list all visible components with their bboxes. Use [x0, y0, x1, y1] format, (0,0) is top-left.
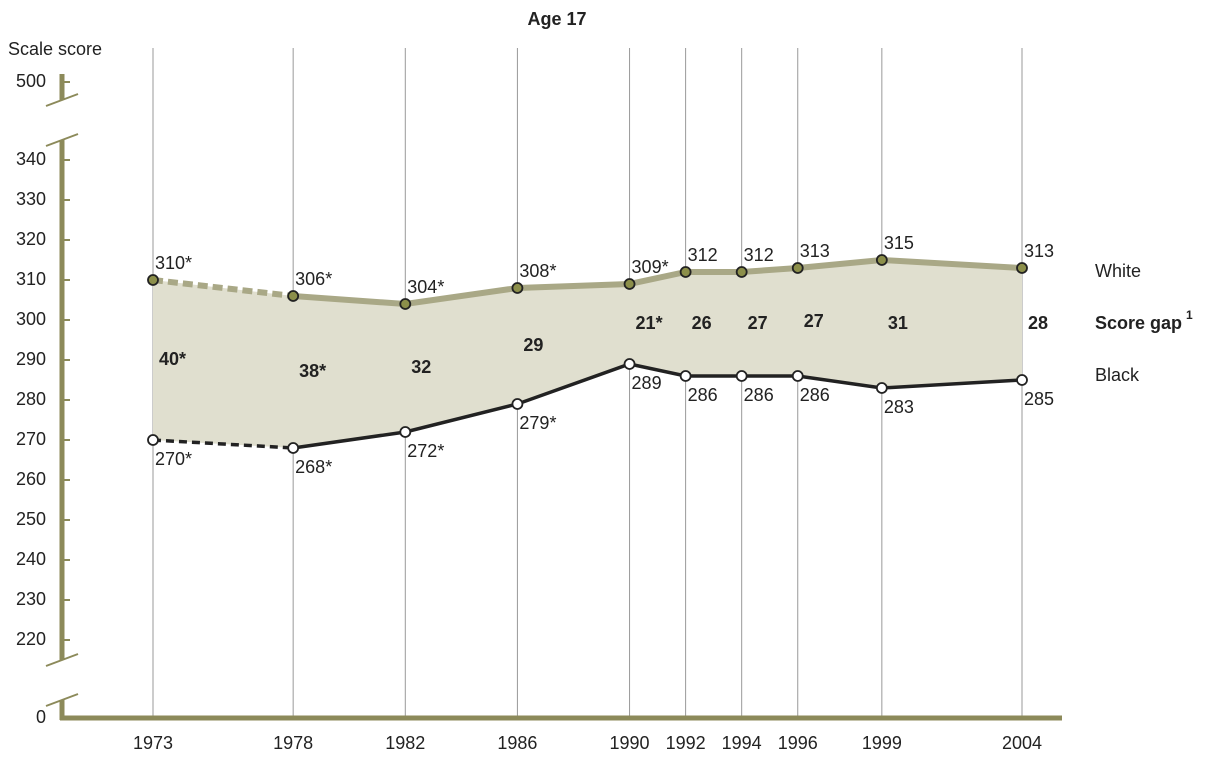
data-label: 272*: [407, 441, 444, 461]
gap-label: 27: [748, 313, 768, 333]
axis-break-mark: [45, 93, 79, 107]
gap-area: [153, 260, 1022, 448]
x-tick-label: 1978: [273, 733, 313, 753]
data-label: 312: [688, 245, 718, 265]
axis-break-mark: [45, 133, 79, 147]
legend-label: Score gap 1: [1095, 308, 1193, 333]
data-label: 286: [688, 385, 718, 405]
data-label: 283: [884, 397, 914, 417]
x-tick-label: 1999: [862, 733, 902, 753]
y-tick-label: 240: [16, 549, 46, 569]
data-label: 279*: [519, 413, 556, 433]
point: [735, 266, 748, 278]
point: [679, 370, 692, 382]
x-tick-label: 1994: [722, 733, 762, 753]
point: [791, 262, 804, 274]
y-axis-label: Scale score: [8, 39, 102, 59]
gap-label: 38*: [299, 361, 326, 381]
y-tick-label: 260: [16, 469, 46, 489]
x-tick-label: 1986: [497, 733, 537, 753]
data-label: 289: [632, 373, 662, 393]
y-tick-label: 500: [16, 71, 46, 91]
y-tick-label: 280: [16, 389, 46, 409]
series-line: [152, 277, 294, 299]
y-tick-label: 0: [36, 707, 46, 727]
data-label: 313: [800, 241, 830, 261]
x-tick-label: 1992: [666, 733, 706, 753]
point: [399, 426, 412, 438]
series-line: [152, 438, 294, 450]
data-label: 310*: [155, 253, 192, 273]
gap-label: 31: [888, 313, 908, 333]
point: [679, 266, 692, 278]
data-label: 286: [800, 385, 830, 405]
point: [1016, 262, 1028, 274]
legend-footnote: 1: [1186, 308, 1193, 322]
x-tick-label: 1996: [778, 733, 818, 753]
gap-label: 28: [1028, 313, 1048, 333]
data-label: 268*: [295, 457, 332, 477]
y-tick-label: 330: [16, 189, 46, 209]
x-tick-label: 1973: [133, 733, 173, 753]
point: [623, 358, 636, 370]
y-tick-label: 310: [16, 269, 46, 289]
legend-label: Black: [1095, 365, 1140, 385]
gap-label: 26: [692, 313, 712, 333]
axis-break-mark: [45, 693, 79, 707]
data-label: 309*: [632, 257, 669, 277]
data-label: 313: [1024, 241, 1054, 261]
point: [287, 442, 300, 454]
legend-label: White: [1095, 261, 1141, 281]
point: [511, 282, 524, 294]
chart-title: Age 17: [527, 9, 586, 29]
point: [791, 370, 804, 382]
point: [735, 370, 748, 382]
point: [287, 290, 300, 302]
gap-label: 40*: [159, 349, 186, 369]
data-label: 304*: [407, 277, 444, 297]
gap-label: 29: [523, 335, 543, 355]
axis-break: [56, 660, 68, 700]
y-tick-label: 320: [16, 229, 46, 249]
x-tick-label: 1982: [385, 733, 425, 753]
point: [1016, 374, 1028, 386]
data-label: 312: [744, 245, 774, 265]
y-tick-label: 230: [16, 589, 46, 609]
data-label: 308*: [519, 261, 556, 281]
x-tick-label: 2004: [1002, 733, 1042, 753]
point: [147, 274, 159, 286]
gap-label: 27: [804, 311, 824, 331]
y-tick-label: 290: [16, 349, 46, 369]
gap-label: 21*: [636, 313, 663, 333]
data-label: 285: [1024, 389, 1054, 409]
data-label: 270*: [155, 449, 192, 469]
y-tick-label: 220: [16, 629, 46, 649]
gap-label: 32: [411, 357, 431, 377]
point: [875, 254, 888, 266]
axis-break-mark: [45, 653, 79, 667]
y-tick-label: 270: [16, 429, 46, 449]
y-tick-label: 340: [16, 149, 46, 169]
axis-break: [56, 100, 68, 140]
point: [511, 398, 524, 410]
data-label: 306*: [295, 269, 332, 289]
y-tick-label: 300: [16, 309, 46, 329]
legend-label: Score gap: [1095, 313, 1182, 333]
point: [875, 382, 888, 394]
data-label: 315: [884, 233, 914, 253]
point: [147, 434, 159, 446]
data-label: 286: [744, 385, 774, 405]
y-tick-label: 250: [16, 509, 46, 529]
point: [623, 278, 636, 290]
point: [399, 298, 412, 310]
x-tick-label: 1990: [610, 733, 650, 753]
